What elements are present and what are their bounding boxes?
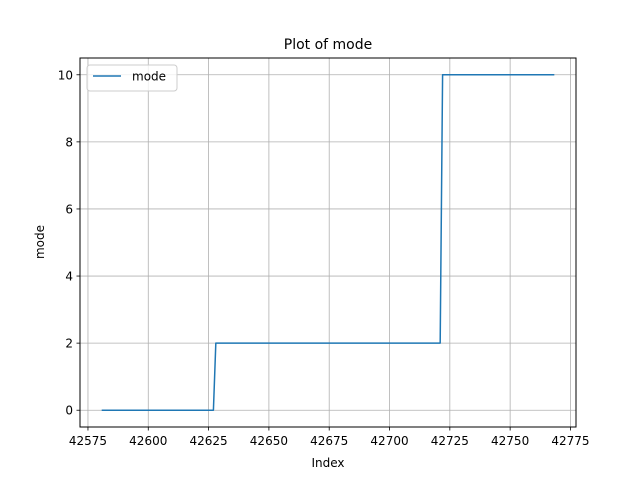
x-tick-label: 42625 <box>189 434 227 448</box>
y-tick-label: 4 <box>65 270 73 284</box>
x-tick-label: 42675 <box>310 434 348 448</box>
chart-title: Plot of mode <box>284 37 372 53</box>
x-axis-label: Index <box>311 456 344 470</box>
y-tick-label: 2 <box>65 337 73 351</box>
y-axis-label: mode <box>33 225 47 259</box>
series-layer <box>101 74 555 411</box>
x-tick-label: 42750 <box>491 434 529 448</box>
x-tick-label: 42600 <box>129 434 167 448</box>
x-tick-label: 42575 <box>69 434 107 448</box>
legend: mode <box>86 64 178 92</box>
legend-box <box>86 64 178 92</box>
x-tick-label: 42725 <box>431 434 469 448</box>
x-tick-label: 42650 <box>250 434 288 448</box>
y-tick-label: 10 <box>58 68 73 82</box>
y-tick-label: 0 <box>65 404 73 418</box>
y-tick-label: 6 <box>65 202 73 216</box>
x-axis-ticks: 42575 42600 42625 42650 42675 42700 42725 42750… <box>69 427 590 448</box>
series-line-mode <box>101 74 555 411</box>
y-axis-ticks: 0 2 4 6 8 10 <box>58 68 80 418</box>
x-tick-label: 42700 <box>370 434 408 448</box>
legend-label-mode: mode <box>132 70 166 84</box>
y-tick-label: 8 <box>65 135 73 149</box>
plot-area <box>80 58 576 427</box>
plot-frame <box>79 57 577 428</box>
x-tick-label: 42775 <box>551 434 589 448</box>
